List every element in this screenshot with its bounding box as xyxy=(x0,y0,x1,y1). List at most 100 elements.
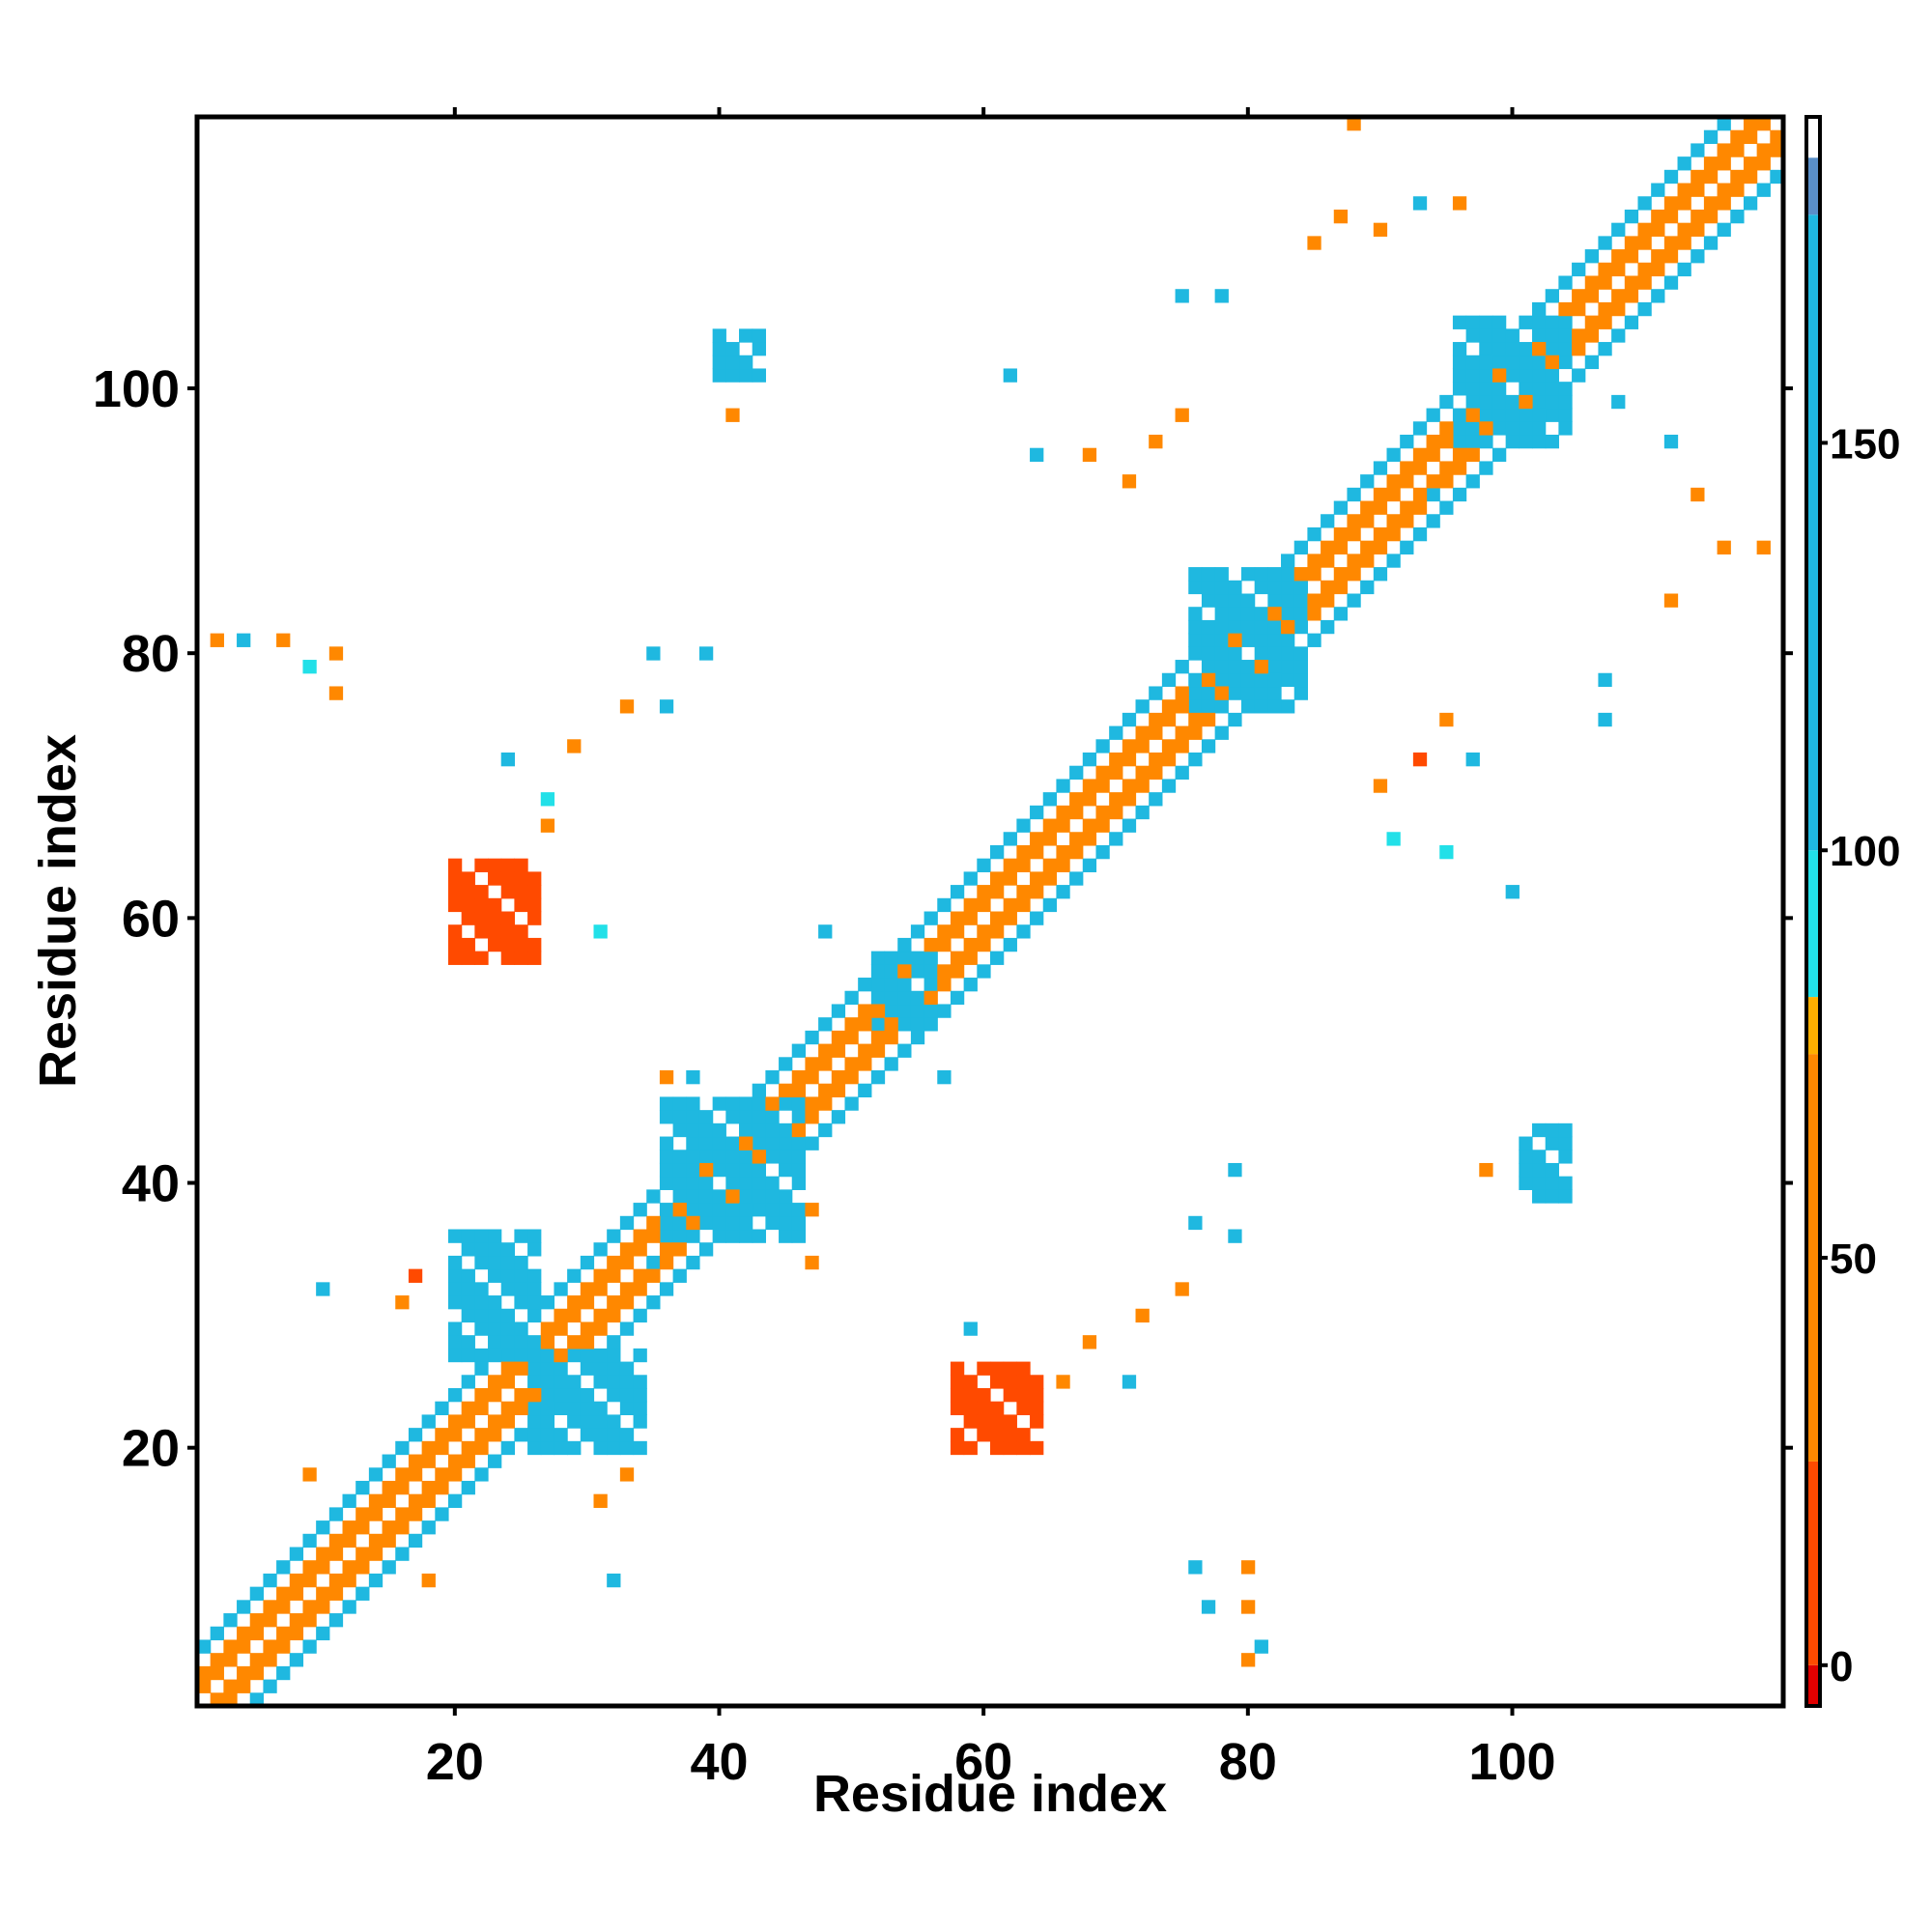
heatmap-cell xyxy=(607,1268,621,1283)
heatmap-cell xyxy=(328,646,344,661)
heatmap-cell xyxy=(910,1017,925,1032)
heatmap-cell xyxy=(580,1321,595,1336)
heatmap-cell xyxy=(831,1110,846,1124)
heatmap-cell xyxy=(1240,607,1256,621)
heatmap-cell xyxy=(739,1203,753,1217)
heatmap-cell xyxy=(435,1401,449,1416)
heatmap-cell xyxy=(1201,672,1216,688)
heatmap-cell xyxy=(237,1639,251,1654)
heatmap-cell xyxy=(818,1043,833,1058)
heatmap-cell xyxy=(698,1162,714,1178)
heatmap-cell xyxy=(488,871,502,886)
heatmap-cell xyxy=(1452,196,1467,211)
heatmap-cell xyxy=(1717,183,1731,197)
heatmap-cell xyxy=(237,1600,251,1614)
heatmap-cell xyxy=(1558,1122,1573,1138)
heatmap-cell xyxy=(1663,435,1679,449)
heatmap-cell xyxy=(619,1295,635,1310)
heatmap-cell xyxy=(1519,368,1533,383)
heatmap-cell xyxy=(355,1520,370,1535)
heatmap-cell xyxy=(1188,619,1203,635)
heatmap-cell xyxy=(1558,394,1573,410)
heatmap-cell xyxy=(276,1586,291,1601)
heatmap-cell xyxy=(1412,753,1428,767)
heatmap-cell xyxy=(540,1401,555,1416)
heatmap-cell xyxy=(580,1282,595,1296)
heatmap-cell xyxy=(1030,1401,1044,1416)
heatmap-cell xyxy=(1492,328,1507,343)
heatmap-cell xyxy=(1201,567,1216,582)
heatmap-cell xyxy=(1611,262,1626,277)
heatmap-cell xyxy=(1743,196,1758,211)
heatmap-cell xyxy=(950,1375,965,1389)
heatmap-cell xyxy=(554,1348,568,1363)
heatmap-cell xyxy=(554,1308,568,1323)
heatmap-cell xyxy=(514,871,528,886)
heatmap-cell xyxy=(1293,540,1308,554)
heatmap-cell xyxy=(1703,209,1719,224)
heatmap-cell xyxy=(1333,567,1349,582)
heatmap-cell xyxy=(1307,567,1321,582)
heatmap-cell xyxy=(1505,421,1520,436)
heatmap-cell xyxy=(1095,739,1110,753)
heatmap-cell xyxy=(1321,554,1335,568)
heatmap-cell xyxy=(368,1507,384,1521)
heatmap-cell xyxy=(488,1321,502,1336)
heatmap-cell xyxy=(1452,461,1467,475)
heatmap-cell xyxy=(421,1520,436,1535)
heatmap-cell xyxy=(1452,447,1467,463)
heatmap-cell xyxy=(1281,554,1295,568)
heatmap-cell xyxy=(844,1070,859,1085)
heatmap-cell xyxy=(1228,660,1242,674)
heatmap-cell xyxy=(765,1176,780,1190)
heatmap-cell xyxy=(897,964,912,979)
heatmap-cell xyxy=(1161,712,1177,727)
heatmap-cell xyxy=(950,1388,965,1403)
heatmap-cell xyxy=(1532,408,1547,422)
heatmap-cell xyxy=(1479,355,1493,370)
heatmap-cell xyxy=(858,1083,872,1098)
heatmap-cell xyxy=(263,1639,277,1654)
heatmap-cell xyxy=(1479,408,1493,422)
heatmap-cell xyxy=(1373,461,1388,475)
heatmap-cell xyxy=(818,1122,833,1138)
heatmap-cell xyxy=(1572,342,1586,356)
heatmap-cell xyxy=(1149,686,1163,700)
heatmap-cell xyxy=(831,1030,846,1045)
heatmap-cell xyxy=(514,1388,528,1403)
heatmap-cell xyxy=(488,1295,502,1310)
heatmap-cell xyxy=(1030,832,1044,846)
heatmap-cell xyxy=(1030,885,1044,899)
heatmap-cell xyxy=(646,1268,661,1283)
heatmap-cell xyxy=(739,1162,753,1178)
heatmap-cell xyxy=(990,1440,1005,1456)
heatmap-cell xyxy=(1465,408,1480,422)
heatmap-cell xyxy=(1770,143,1784,157)
heatmap-cell xyxy=(633,1401,647,1416)
heatmap-cell xyxy=(1637,196,1652,211)
heatmap-cell xyxy=(1479,461,1493,475)
heatmap-cell xyxy=(1201,699,1216,714)
heatmap-cell xyxy=(1240,686,1256,700)
heatmap-cell xyxy=(1016,897,1031,913)
heatmap-cell xyxy=(474,1282,489,1296)
heatmap-cell xyxy=(963,1321,978,1336)
heatmap-cell xyxy=(659,1255,674,1270)
heatmap-cell xyxy=(1439,500,1454,515)
heatmap-cell xyxy=(1321,580,1335,595)
heatmap-cell xyxy=(1360,474,1375,489)
heatmap-cell xyxy=(276,633,291,647)
heatmap-cell xyxy=(1703,156,1719,171)
heatmap-cell xyxy=(1730,143,1745,157)
heatmap-cell xyxy=(672,1189,687,1204)
heatmap-cell xyxy=(1188,753,1203,767)
heatmap-cell xyxy=(1611,249,1626,264)
heatmap-cell xyxy=(977,937,991,952)
heatmap-cell xyxy=(870,964,886,979)
heatmap-cell xyxy=(1558,382,1573,396)
heatmap-cell xyxy=(1003,1375,1017,1389)
heatmap-cell xyxy=(923,1004,938,1018)
heatmap-cell xyxy=(1281,580,1295,595)
y-tick-label: 100 xyxy=(93,360,180,418)
heatmap-cell xyxy=(646,1295,661,1310)
